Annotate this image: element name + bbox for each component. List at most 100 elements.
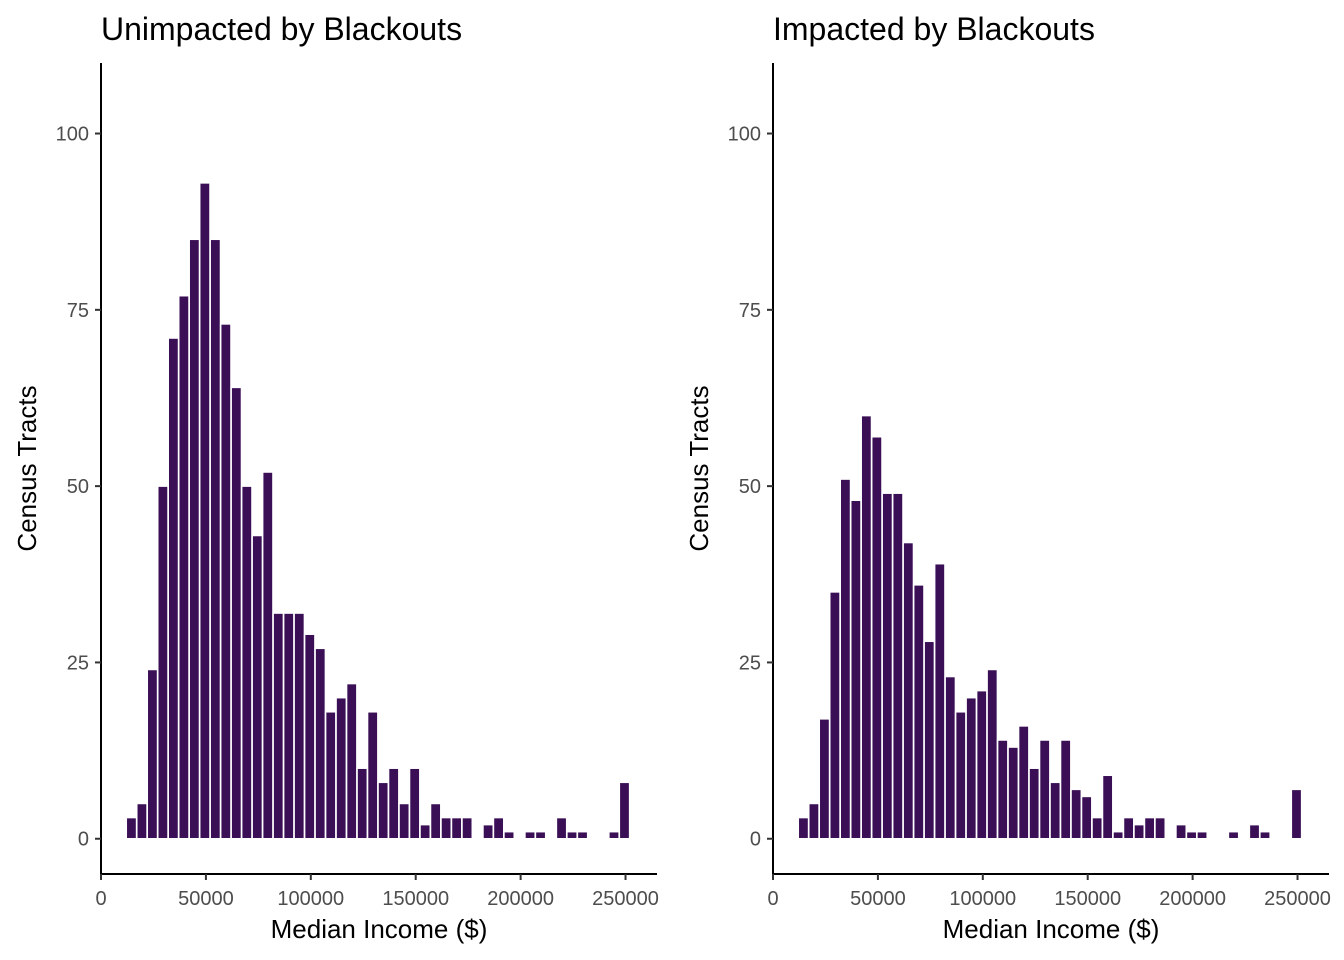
histogram-bar [282,612,295,840]
histogram-bar [251,534,264,840]
histogram-bar [965,696,978,840]
histogram-bar [188,238,201,840]
y-axis-title: Census Tracts [12,385,42,551]
y-tick-label: 0 [78,829,89,851]
histogram-bar [503,830,515,840]
histogram-bar [1080,795,1093,840]
histogram-bar [1070,788,1083,840]
y-tick-label: 100 [728,124,761,146]
histogram-bar [125,816,138,840]
histogram-bar [1185,830,1198,840]
histogram-bar [429,802,442,840]
histogram-bar [618,781,631,840]
y-tick-label: 75 [739,300,761,322]
histogram-bar [1122,816,1135,840]
histogram-bar [860,414,873,840]
x-tick-label: 250000 [592,888,659,910]
histogram-bar [398,802,411,840]
histogram-bar [482,823,494,840]
histogram-bar [912,584,925,840]
histogram-bar [324,711,337,840]
histogram-bar [1133,823,1146,840]
y-tick-label: 50 [739,476,761,498]
histogram-bar [177,294,190,840]
histogram-bar [303,633,316,840]
x-tick-label: 100000 [277,888,344,910]
histogram-bar [808,802,820,840]
histogram-bar [450,816,463,840]
histogram-bar [440,816,453,840]
chart-title: Unimpacted by Blackouts [101,11,462,47]
histogram-bar [1175,823,1187,840]
x-axis-title: Median Income ($) [943,914,1160,944]
histogram-bar [996,739,1009,840]
histogram-bar [576,830,589,840]
histogram-bar [345,682,358,840]
histogram-bar [797,816,810,840]
histogram-bar [408,767,421,840]
histogram-bar [198,182,211,840]
histogram-bar [230,386,243,840]
histogram-bar [849,499,862,840]
histogram-bar [314,647,327,840]
histogram-bar [524,830,536,840]
x-axis-title: Median Income ($) [271,914,488,944]
histogram-bar [829,591,841,840]
x-tick-label: 250000 [1264,888,1331,910]
histogram-bar [933,562,946,840]
histogram-bar [1101,774,1114,840]
histogram-bar [209,238,222,840]
histogram-bar [1196,830,1208,840]
histogram-bar [870,436,883,840]
histogram-bar [240,485,253,840]
chart-title: Impacted by Blackouts [773,11,1095,47]
x-tick-label: 200000 [1159,888,1226,910]
histogram-bar [954,711,967,840]
histogram-bar [881,492,894,840]
histogram-bar [818,718,831,840]
histogram-bar [608,830,620,840]
y-tick-label: 75 [67,300,89,322]
histogram-bar [1091,816,1104,840]
histogram-bar [377,781,390,840]
histogram-bar [839,478,852,840]
histogram-bar [975,689,988,840]
histogram-bar [387,767,400,840]
histogram-bar [419,823,432,840]
histogram-bar [1049,781,1062,840]
chart-panel-2: Impacted by Blackouts 0 25 50 75 100 0 50000 100… [684,11,1331,944]
x-tick-label: 150000 [1054,888,1121,910]
y-tick-label: 50 [67,476,89,498]
histogram-bar [261,471,274,840]
histogram-bar [1028,767,1041,840]
histogram-bar [1154,816,1166,840]
histogram-bar [1259,830,1271,840]
histogram-bar [534,830,547,840]
bars [125,182,631,840]
histogram-bar [167,337,180,840]
histogram-bar [335,696,348,840]
histogram-bar [1038,739,1051,840]
histogram-bar [1143,816,1156,840]
histogram-bar [1007,746,1020,840]
x-tick-label: 0 [95,888,106,910]
histogram-bar [366,711,379,840]
histogram-bar [902,541,915,840]
histogram-bar [1017,725,1030,840]
x-tick-label: 200000 [487,888,554,910]
x-tick-label: 100000 [949,888,1016,910]
histogram-bar [293,612,306,840]
y-tick-label: 100 [56,124,89,146]
x-tick-label: 0 [767,888,778,910]
x-tick-label: 50000 [178,888,234,910]
y-tick-label: 25 [739,652,761,674]
histogram-bar [272,612,285,840]
histogram-bar [944,675,957,840]
histogram-bar [136,802,148,840]
histogram-bar [157,485,169,840]
y-tick-label: 0 [750,829,761,851]
x-tick-label: 50000 [850,888,906,910]
histogram-bar [461,816,474,840]
histogram-bar [1290,788,1303,840]
